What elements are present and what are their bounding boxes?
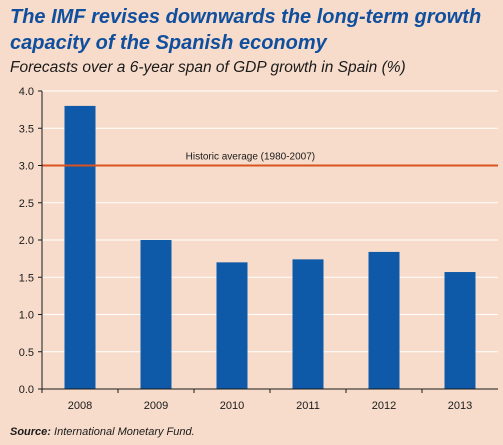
axes bbox=[38, 90, 498, 393]
bar-2010 bbox=[216, 262, 248, 389]
historic-average-label: Historic average (1980-2007) bbox=[186, 152, 316, 163]
source-note: Source: International Monetary Fund. bbox=[10, 426, 195, 438]
x-tick-label: 2011 bbox=[296, 400, 320, 412]
y-tick-label: 3.5 bbox=[19, 123, 34, 135]
y-tick-label: 1.0 bbox=[19, 310, 34, 322]
bar-2009 bbox=[140, 240, 172, 389]
x-tick-label: 2009 bbox=[144, 400, 168, 412]
bar-2008 bbox=[64, 105, 96, 390]
y-axis-tick-labels: 0.0 0.5 1.0 1.5 2.0 2.5 3.0 3.5 4.0 bbox=[19, 86, 34, 396]
x-tick-label: 2012 bbox=[372, 400, 396, 412]
reference-line-group: Historic average (1980-2007) bbox=[42, 152, 498, 167]
chart-title: The IMF revises downwards the long-term … bbox=[10, 6, 482, 54]
y-tick-label: 4.0 bbox=[19, 86, 34, 98]
gridlines bbox=[42, 90, 498, 353]
bar-2011 bbox=[292, 259, 324, 389]
y-tick-label: 0.5 bbox=[19, 347, 34, 359]
bars bbox=[64, 105, 476, 390]
y-tick-label: 1.5 bbox=[19, 272, 34, 284]
y-tick-label: 2.5 bbox=[19, 198, 34, 210]
source-text: International Monetary Fund. bbox=[54, 426, 195, 438]
y-tick-label: 0.0 bbox=[19, 384, 34, 396]
bar-2013 bbox=[444, 272, 476, 389]
y-tick-label: 2.0 bbox=[19, 235, 34, 247]
bar-2012 bbox=[368, 251, 400, 389]
x-tick-label: 2008 bbox=[68, 400, 92, 412]
x-tick-label: 2013 bbox=[448, 400, 472, 412]
x-axis-tick-labels: 2008 2009 2010 2011 2012 2013 bbox=[68, 400, 472, 412]
source-label: Source: bbox=[10, 426, 51, 438]
x-tick-label: 2010 bbox=[220, 400, 244, 412]
y-tick-label: 3.0 bbox=[19, 161, 34, 173]
chart-subtitle: Forecasts over a 6-year span of GDP grow… bbox=[10, 59, 406, 76]
